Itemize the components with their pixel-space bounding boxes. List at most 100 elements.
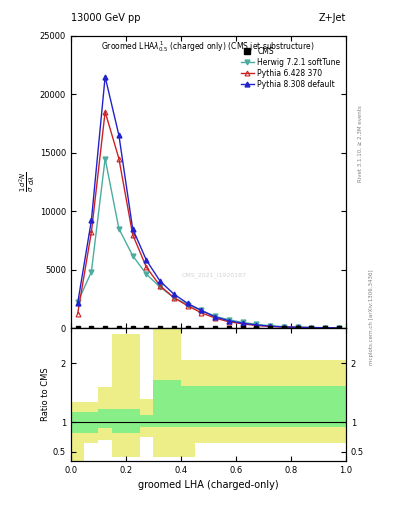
Bar: [291, 386, 305, 427]
Bar: [98, 410, 112, 429]
Y-axis label: Ratio to CMS: Ratio to CMS: [41, 368, 50, 421]
Bar: [305, 360, 318, 443]
Pythia 6.428 370: [144, 264, 149, 270]
Bar: [140, 415, 153, 427]
Pythia 6.428 370: [158, 283, 163, 289]
Herwig 7.2.1 softTune: [336, 325, 341, 331]
Pythia 8.308 default: [158, 278, 163, 284]
Bar: [291, 360, 305, 443]
Pythia 6.428 370: [199, 310, 204, 316]
Bar: [318, 360, 332, 443]
CMS: [185, 325, 190, 331]
Pythia 6.428 370: [295, 324, 300, 330]
CMS: [89, 325, 94, 331]
Bar: [167, 328, 181, 457]
Bar: [236, 360, 250, 443]
Bar: [208, 360, 222, 443]
Herwig 7.2.1 softTune: [185, 302, 190, 308]
Pythia 6.428 370: [171, 294, 176, 301]
Pythia 6.428 370: [268, 323, 272, 329]
Pythia 8.308 default: [226, 317, 231, 324]
Pythia 8.308 default: [254, 322, 259, 328]
Bar: [305, 386, 318, 427]
Herwig 7.2.1 softTune: [158, 284, 163, 290]
Herwig 7.2.1 softTune: [281, 324, 286, 330]
Pythia 8.308 default: [171, 291, 176, 297]
Herwig 7.2.1 softTune: [323, 325, 328, 331]
Pythia 8.308 default: [89, 218, 94, 224]
CMS: [254, 325, 259, 331]
Pythia 8.308 default: [103, 74, 108, 80]
Pythia 8.308 default: [144, 257, 149, 263]
Herwig 7.2.1 softTune: [226, 317, 231, 323]
CMS: [336, 325, 341, 331]
Herwig 7.2.1 softTune: [75, 299, 80, 305]
CMS: [213, 325, 218, 331]
Legend: CMS, Herwig 7.2.1 softTune, Pythia 6.428 370, Pythia 8.308 default: CMS, Herwig 7.2.1 softTune, Pythia 6.428…: [239, 46, 342, 90]
Pythia 8.308 default: [130, 226, 135, 232]
Bar: [112, 410, 126, 433]
Herwig 7.2.1 softTune: [199, 307, 204, 313]
Bar: [318, 386, 332, 427]
Bar: [263, 386, 277, 427]
Text: CMS_2021_I1920187: CMS_2021_I1920187: [181, 272, 246, 278]
Pythia 6.428 370: [130, 231, 135, 238]
Line: Pythia 6.428 370: Pythia 6.428 370: [75, 110, 342, 330]
Bar: [332, 360, 346, 443]
Pythia 8.308 default: [281, 324, 286, 330]
Y-axis label: $\frac{1}{\sigma}\frac{d^2N}{d\lambda}$: $\frac{1}{\sigma}\frac{d^2N}{d\lambda}$: [17, 172, 37, 193]
CMS: [130, 325, 135, 331]
Pythia 8.308 default: [213, 314, 218, 320]
Pythia 6.428 370: [226, 319, 231, 325]
Bar: [277, 386, 291, 427]
Line: Herwig 7.2.1 softTune: Herwig 7.2.1 softTune: [75, 156, 342, 330]
Pythia 6.428 370: [323, 325, 328, 331]
Pythia 6.428 370: [75, 311, 80, 317]
CMS: [75, 325, 80, 331]
Pythia 8.308 default: [336, 325, 341, 331]
Bar: [181, 360, 195, 457]
Herwig 7.2.1 softTune: [116, 226, 121, 232]
Pythia 6.428 370: [240, 321, 245, 327]
Text: Z+Jet: Z+Jet: [318, 13, 346, 23]
Bar: [236, 386, 250, 427]
Bar: [332, 386, 346, 427]
Herwig 7.2.1 softTune: [144, 271, 149, 278]
Bar: [153, 380, 167, 427]
Pythia 8.308 default: [199, 307, 204, 313]
Pythia 8.308 default: [309, 325, 314, 331]
Pythia 6.428 370: [309, 325, 314, 331]
Pythia 6.428 370: [281, 324, 286, 330]
Text: mcplots.cern.ch [arXiv:1306.3436]: mcplots.cern.ch [arXiv:1306.3436]: [369, 270, 375, 365]
Herwig 7.2.1 softTune: [213, 313, 218, 319]
Bar: [98, 387, 112, 440]
Pythia 8.308 default: [268, 323, 272, 329]
Herwig 7.2.1 softTune: [130, 252, 135, 259]
CMS: [171, 325, 176, 331]
Pythia 6.428 370: [89, 229, 94, 235]
Bar: [153, 328, 167, 457]
CMS: [226, 325, 231, 331]
Herwig 7.2.1 softTune: [254, 322, 259, 328]
Text: 13000 GeV pp: 13000 GeV pp: [71, 13, 140, 23]
Bar: [263, 360, 277, 443]
Herwig 7.2.1 softTune: [295, 324, 300, 330]
Bar: [208, 386, 222, 427]
CMS: [199, 325, 204, 331]
Pythia 8.308 default: [323, 325, 328, 331]
Bar: [277, 360, 291, 443]
Text: Rivet 3.1.10, ≥ 2.3M events: Rivet 3.1.10, ≥ 2.3M events: [358, 105, 363, 182]
CMS: [309, 325, 314, 331]
Pythia 6.428 370: [213, 315, 218, 321]
Bar: [126, 334, 140, 457]
Herwig 7.2.1 softTune: [240, 319, 245, 326]
Bar: [71, 412, 84, 433]
Bar: [195, 386, 208, 427]
CMS: [240, 325, 245, 331]
Bar: [250, 360, 263, 443]
CMS: [116, 325, 121, 331]
Pythia 8.308 default: [295, 324, 300, 330]
CMS: [281, 325, 286, 331]
CMS: [323, 325, 328, 331]
Bar: [71, 402, 84, 481]
